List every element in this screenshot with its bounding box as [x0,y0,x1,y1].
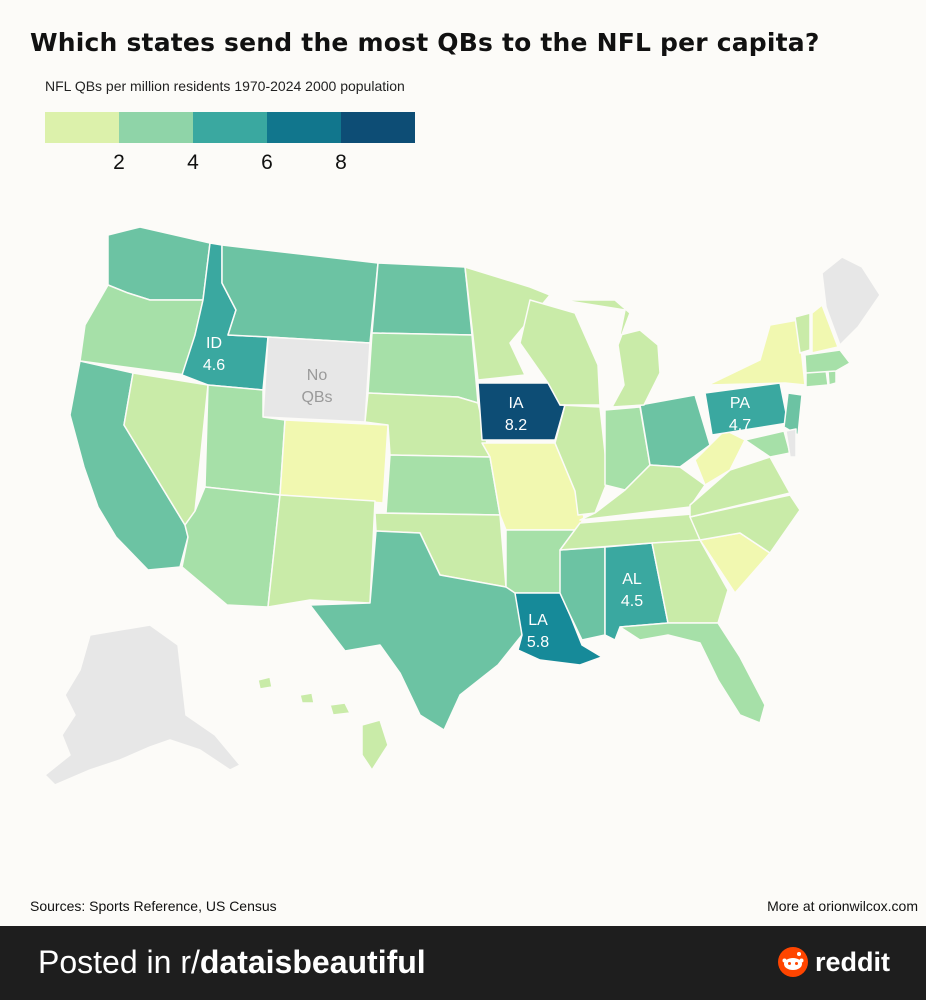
label-id-abbr: ID [206,335,222,352]
label-ia-abbr: IA [508,395,523,412]
state-vt [794,312,811,354]
state-ks [385,454,501,516]
state-ak [44,624,241,786]
legend-swatch [341,112,415,143]
state-nj [783,392,803,436]
state-hi [257,676,389,771]
chart-subtitle: NFL QBs per million residents 1970-2024 … [45,78,405,94]
posted-in: Posted in r/dataisbeautiful [38,944,426,981]
state-oh [639,394,711,468]
reddit-wordmark: reddit [814,946,890,977]
reddit-logo-icon [777,947,808,977]
state-ga [651,539,729,624]
state-il [554,404,609,516]
us-map: ID 4.6 No QBs IA 8.2 PA 4.7 AL 4.5 LA 5.… [44,226,881,786]
subreddit-name[interactable]: dataisbeautiful [199,944,426,980]
state-mn [464,266,551,381]
state-mt [221,244,379,344]
label-pa-value: 4.7 [729,417,751,434]
label-al-abbr: AL [622,571,642,588]
state-va [689,456,791,518]
label-al-value: 4.5 [621,593,643,610]
label-la-abbr: LA [528,612,548,629]
reddit-footer: Posted in r/dataisbeautiful reddit [0,926,926,1000]
state-md [744,430,791,458]
label-wy-line2: QBs [301,389,332,406]
state-az [181,486,281,608]
state-labels: ID 4.6 No QBs IA 8.2 PA 4.7 AL 4.5 LA 5.… [203,335,751,651]
label-la-value: 5.8 [527,634,549,651]
legend-ticks: 2 4 6 8 [45,143,415,174]
legend-swatch [193,112,267,143]
posted-prefix: Posted in r/ [38,944,200,980]
label-ia-value: 8.2 [505,417,527,434]
state-nd [371,262,473,336]
legend-swatch [119,112,193,143]
state-nm [267,494,376,608]
state-tx [309,530,523,731]
state-ny [707,319,806,386]
reddit-brand: reddit [777,946,890,978]
state-fl [619,622,766,724]
state-wi [519,299,601,406]
state-co [279,419,389,504]
chart-title: Which states send the most QBs to the NF… [30,28,820,57]
state-nc [689,494,801,554]
state-sd [367,332,479,404]
state-mi [561,299,661,408]
legend-tick-label: 6 [261,151,273,174]
legend-tick-label: 4 [187,151,199,174]
legend-swatch [267,112,341,143]
legend-tick-label: 2 [113,151,125,174]
color-legend: 2 4 6 8 [45,112,415,174]
label-pa-abbr: PA [730,395,750,412]
legend-tick-label: 8 [335,151,347,174]
legend-bar [45,112,415,143]
more-link[interactable]: More at orionwilcox.com [767,898,918,914]
label-id-value: 4.6 [203,357,225,374]
state-ma [804,349,851,374]
state-ky [579,464,706,521]
legend-swatch [45,112,119,143]
sources-note: Sources: Sports Reference, US Census [30,898,277,914]
state-wa [107,226,211,301]
state-me [821,256,881,346]
label-wy-line1: No [307,367,328,384]
state-de [785,428,797,458]
state-nh [811,304,839,354]
state-ri [827,369,837,386]
